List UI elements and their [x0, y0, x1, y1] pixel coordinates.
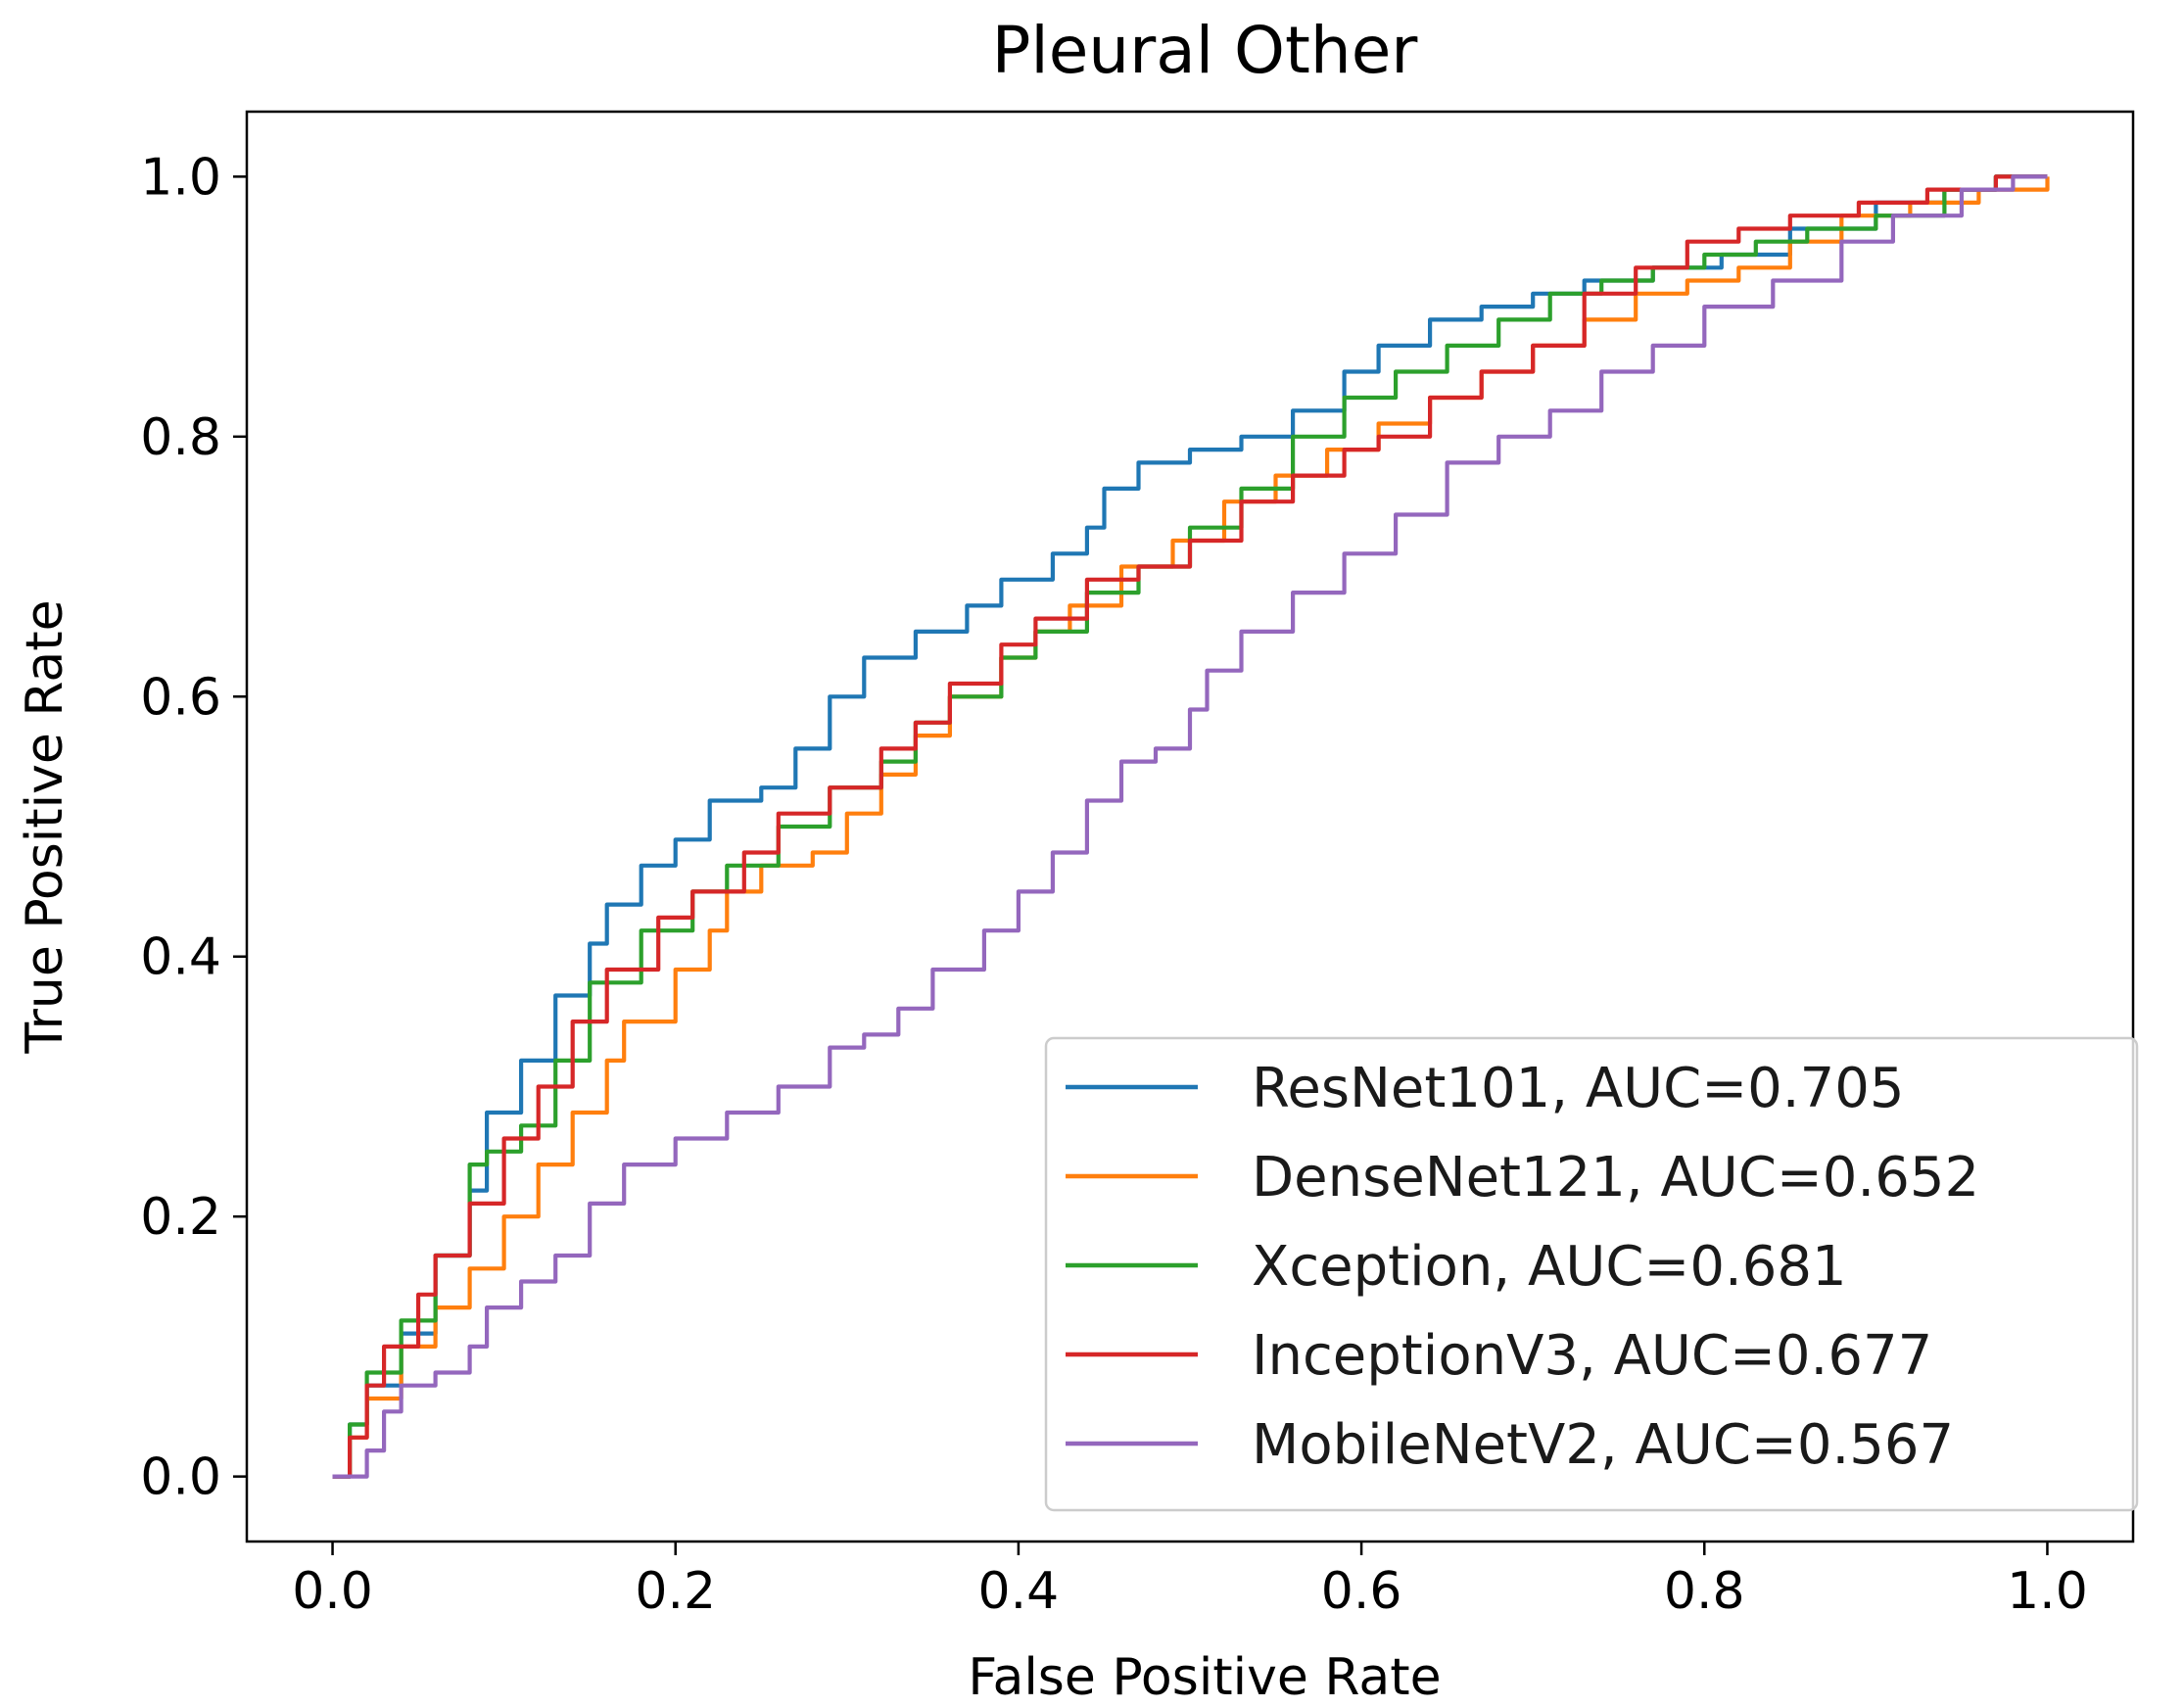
y-tick-label: 0.4 — [140, 928, 221, 987]
x-tick-label: 0.4 — [978, 1562, 1060, 1621]
legend-label-4: MobileNetV2, AUC=0.567 — [1252, 1413, 1954, 1477]
series-line-0 — [332, 174, 2048, 1479]
x-tick-label: 0.2 — [635, 1562, 716, 1621]
legend-label-2: Xception, AUC=0.681 — [1252, 1235, 1847, 1299]
x-tick-label: 1.0 — [2007, 1562, 2088, 1621]
plot-frame — [245, 110, 2135, 1543]
x-axis-ticks: 0.0 0.2 0.4 0.6 0.8 1.0 — [292, 1542, 2088, 1621]
y-axis-ticks: 0.0 0.2 0.4 0.6 0.8 1.0 — [140, 148, 247, 1507]
legend-label-3: InceptionV3, AUC=0.677 — [1252, 1324, 1932, 1388]
y-axis-title: True Positive Rate — [16, 599, 74, 1054]
y-tick-label: 0.6 — [140, 668, 221, 727]
y-tick-label: 0.0 — [140, 1448, 221, 1507]
x-tick-label: 0.0 — [292, 1562, 373, 1621]
y-tick-label: 1.0 — [140, 148, 221, 207]
series-line-3 — [332, 174, 2048, 1479]
series-line-4 — [332, 174, 2048, 1479]
legend-label-1: DenseNet121, AUC=0.652 — [1252, 1146, 1979, 1210]
x-tick-label: 0.8 — [1664, 1562, 1745, 1621]
legend-box — [1044, 1036, 2139, 1512]
legend-label-0: ResNet101, AUC=0.705 — [1252, 1057, 1904, 1120]
x-axis-title: False Positive Rate — [968, 1648, 1441, 1707]
x-tick-label: 0.6 — [1321, 1562, 1402, 1621]
y-tick-label: 0.2 — [140, 1188, 221, 1247]
legend: ResNet101, AUC=0.705 DenseNet121, AUC=0.6… — [1044, 1036, 2139, 1512]
y-tick-label: 0.8 — [140, 408, 221, 467]
plot-area — [332, 174, 2050, 1479]
chart-title: Pleural Other — [992, 13, 1419, 88]
